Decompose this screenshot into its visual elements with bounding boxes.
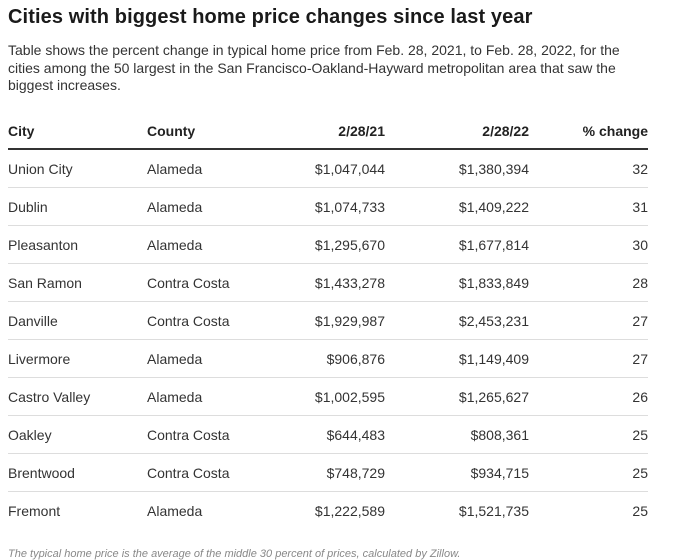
cell-city: Oakley xyxy=(8,415,147,454)
cell-price-2021: $906,876 xyxy=(267,339,385,378)
cell-percent-change: 31 xyxy=(529,187,648,226)
cell-city: San Ramon xyxy=(8,263,147,302)
cell-price-2022: $1,521,735 xyxy=(458,502,529,519)
cell-percent-change: 26 xyxy=(529,377,648,416)
cell-city: Castro Valley xyxy=(8,377,147,416)
table-row: Castro Valley Alameda $1,002,595 $1,265,627… xyxy=(8,377,648,416)
cell-city: Livermore xyxy=(8,339,147,378)
cell-city: Fremont xyxy=(8,502,61,519)
cell-county: Alameda xyxy=(147,502,203,519)
cell-price-2022: $934,715 xyxy=(385,453,529,492)
table-row: San Ramon Contra Costa $1,433,278 $1,833,84… xyxy=(8,263,648,302)
column-header-2021[interactable]: 2/28/21 xyxy=(267,113,385,150)
cell-county: Alameda xyxy=(147,149,267,188)
home-price-table: City County 2/28/21 2/28/22 % change Uni… xyxy=(8,113,648,529)
column-header-percent-change[interactable]: % change xyxy=(529,113,648,150)
cell-percent-change: 27 xyxy=(529,339,648,378)
cell-price-2022: $1,265,627 xyxy=(385,377,529,416)
cell-county: Alameda xyxy=(147,377,267,416)
table-row: Union City Alameda $1,047,044 $1,380,394 32 xyxy=(8,149,648,188)
cell-county: Alameda xyxy=(147,339,267,378)
table-row: Brentwood Contra Costa $748,729 $934,715 25 xyxy=(8,453,648,492)
cell-price-2022: $1,677,814 xyxy=(385,225,529,264)
cell-county: Contra Costa xyxy=(147,263,267,302)
table-row: Pleasanton Alameda $1,295,670 $1,677,814 30 xyxy=(8,225,648,264)
cell-county: Contra Costa xyxy=(147,301,267,340)
cell-city: Pleasanton xyxy=(8,225,147,264)
cell-price-2021: $1,433,278 xyxy=(267,263,385,302)
cell-percent-change: 25 xyxy=(529,415,648,454)
cell-price-2022: $2,453,231 xyxy=(385,301,529,340)
header-row: City County 2/28/21 2/28/22 % change xyxy=(8,113,648,150)
cell-price-2021: $644,483 xyxy=(267,415,385,454)
footnote: The typical home price is the average of… xyxy=(8,548,461,560)
cell-city: Dublin xyxy=(8,187,147,226)
table-row: Danville Contra Costa $1,929,987 $2,453,231… xyxy=(8,301,648,340)
cell-percent-change: 30 xyxy=(529,225,648,264)
cell-price-2021: $1,295,670 xyxy=(267,225,385,264)
cell-price-2021: $1,074,733 xyxy=(267,187,385,226)
table-row: Dublin Alameda $1,074,733 $1,409,222 31 xyxy=(8,187,648,226)
cell-percent-change: 32 xyxy=(529,149,648,188)
cell-price-2021: $1,222,589 xyxy=(314,502,385,519)
cell-price-2022: $1,149,409 xyxy=(385,339,529,378)
cell-percent-change: 25 xyxy=(529,453,648,492)
table-row: Fremont Alameda $1,222,589 $1,521,735 25 xyxy=(8,492,648,530)
table-title: Cities with biggest home price changes s… xyxy=(8,6,533,28)
cell-price-2021: $1,002,595 xyxy=(267,377,385,416)
cell-price-2021: $1,929,987 xyxy=(267,301,385,340)
cell-city: Danville xyxy=(8,301,147,340)
column-header-2022[interactable]: 2/28/22 xyxy=(385,113,529,150)
table-body: Union City Alameda $1,047,044 $1,380,394 32 D… xyxy=(8,149,648,529)
column-header-county[interactable]: County xyxy=(147,113,267,150)
cell-county: Alameda xyxy=(147,187,267,226)
table-subtitle: Table shows the percent change in typica… xyxy=(8,42,620,93)
cell-price-2022: $1,833,849 xyxy=(385,263,529,302)
cell-price-2022: $1,409,222 xyxy=(385,187,529,226)
cell-percent-change: 27 xyxy=(529,301,648,340)
column-header-city[interactable]: City xyxy=(8,113,147,150)
cell-price-2021: $1,047,044 xyxy=(267,149,385,188)
cell-city: Brentwood xyxy=(8,453,147,492)
table-row: Livermore Alameda $906,876 $1,149,409 27 xyxy=(8,339,648,378)
cell-county: Contra Costa xyxy=(147,453,267,492)
cell-city: Union City xyxy=(8,149,147,188)
table-row: Oakley Contra Costa $644,483 $808,361 25 xyxy=(8,415,648,454)
cell-price-2021: $748,729 xyxy=(267,453,385,492)
cell-price-2022: $808,361 xyxy=(385,415,529,454)
cell-percent-change: 25 xyxy=(632,502,648,519)
cell-percent-change: 28 xyxy=(529,263,648,302)
cell-price-2022: $1,380,394 xyxy=(385,149,529,188)
cell-county: Contra Costa xyxy=(147,415,267,454)
cell-county: Alameda xyxy=(147,225,267,264)
